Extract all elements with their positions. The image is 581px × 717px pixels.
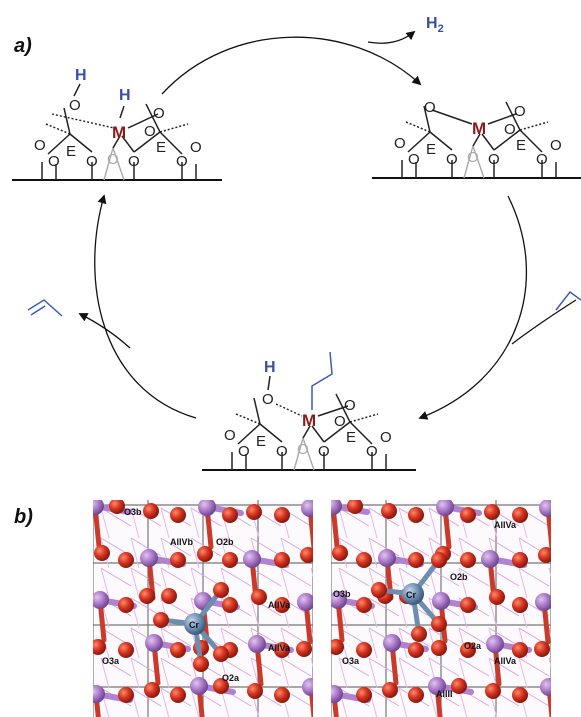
svg-text:O: O	[394, 135, 406, 152]
site-label: O3a	[342, 656, 360, 666]
svg-text:E: E	[346, 429, 356, 446]
svg-text:O: O	[467, 149, 479, 166]
svg-text:O: O	[408, 151, 420, 168]
site-label: O2b	[450, 572, 468, 582]
panel-label-b: b)	[14, 506, 33, 528]
propane-molecule	[555, 290, 581, 311]
cr-label-left: Cr	[189, 620, 199, 630]
svg-text:O: O	[514, 103, 526, 120]
site-label: AlIVa	[268, 643, 291, 653]
svg-text:O: O	[536, 151, 548, 168]
structure-metal-hydride: O H M H E E O O O O O O O O O	[12, 67, 222, 181]
svg-text:E: E	[156, 139, 166, 156]
svg-text:E: E	[256, 433, 266, 450]
site-label: O3b	[333, 589, 351, 599]
svg-text:O: O	[488, 151, 500, 168]
svg-text:M: M	[112, 123, 126, 142]
propene-double-bond	[30, 305, 46, 316]
cycle-arrow-right	[418, 195, 528, 420]
crystal-structure-left	[93, 500, 313, 717]
site-label: O2a	[222, 673, 240, 683]
crystal-structure-right	[331, 500, 551, 717]
svg-text:O: O	[190, 139, 202, 156]
site-label: AlIVa	[494, 656, 517, 666]
svg-text:O: O	[176, 153, 188, 170]
svg-text:O: O	[107, 151, 119, 168]
svg-text:M: M	[472, 119, 486, 138]
svg-text:O: O	[344, 397, 356, 414]
svg-text:E: E	[426, 141, 436, 158]
svg-text:O: O	[153, 105, 165, 122]
svg-text:O: O	[238, 443, 250, 460]
svg-text:O: O	[318, 443, 330, 460]
svg-text:O: O	[144, 123, 156, 140]
alkene-release-arrow	[78, 313, 131, 349]
site-label: O2b	[216, 537, 234, 547]
site-label: AlIVa	[494, 520, 517, 530]
site-label: O3a	[102, 656, 120, 666]
svg-text:O: O	[380, 429, 392, 446]
svg-text:O: O	[504, 121, 516, 138]
svg-text:H: H	[75, 67, 87, 84]
svg-text:O: O	[224, 427, 236, 444]
site-label: AlIII	[436, 689, 453, 699]
h2-release-arrow	[367, 30, 416, 44]
structure-bare-metal: O M O E E O O O O O O O O	[372, 99, 581, 179]
svg-text:H: H	[119, 87, 131, 104]
svg-text:O: O	[128, 153, 140, 170]
svg-text:O: O	[446, 151, 458, 168]
h2-label: H2	[426, 15, 444, 35]
cycle-arrow-top	[161, 36, 422, 95]
svg-text:M: M	[302, 411, 316, 430]
panel-label-a: a)	[14, 35, 32, 57]
propene-molecule	[27, 299, 63, 317]
svg-text:O: O	[334, 413, 346, 430]
site-label: AlIVa	[268, 600, 291, 610]
site-label: O3b	[124, 507, 142, 517]
site-label: O2a	[464, 641, 482, 651]
svg-text:H: H	[264, 359, 276, 376]
svg-text:O: O	[262, 391, 274, 408]
svg-text:O: O	[550, 137, 562, 154]
svg-text:O: O	[86, 153, 98, 170]
svg-text:O: O	[48, 153, 60, 170]
cr-label-right: Cr	[406, 590, 416, 600]
structure-metal-alkyl: O H M O E E O O O O O O O O	[202, 351, 416, 471]
svg-text:O: O	[366, 443, 378, 460]
svg-text:O: O	[297, 441, 309, 458]
svg-text:O: O	[69, 97, 81, 114]
site-label: AlIVb	[170, 537, 194, 547]
svg-text:E: E	[66, 143, 76, 160]
cycle-arrow-left	[94, 194, 197, 419]
svg-text:O: O	[276, 443, 288, 460]
alkane-entry-arrow	[511, 299, 577, 345]
svg-text:O: O	[34, 137, 46, 154]
svg-text:E: E	[516, 137, 526, 154]
svg-text:O: O	[424, 99, 436, 116]
